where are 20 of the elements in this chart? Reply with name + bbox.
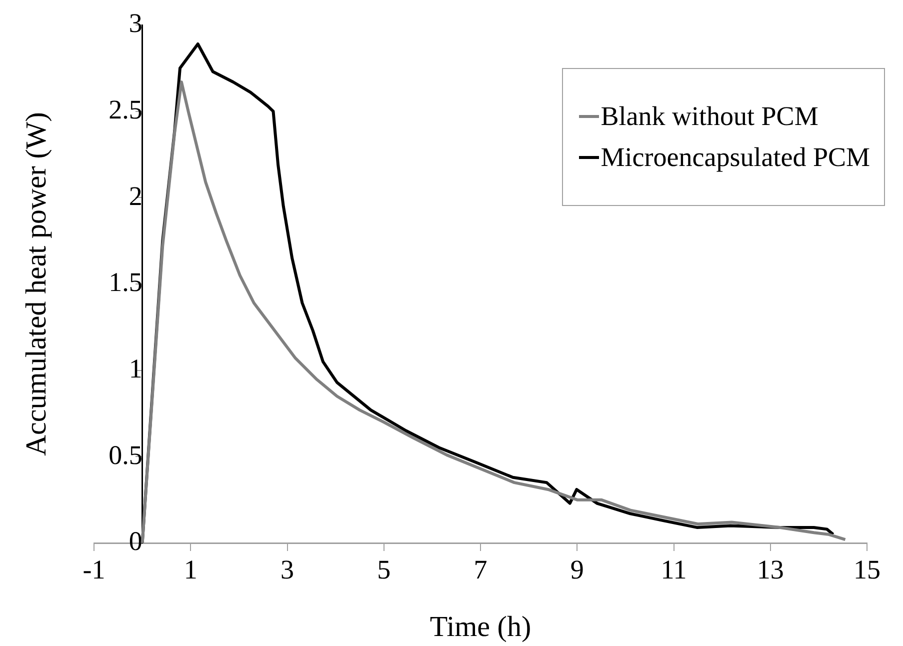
y-tick-label: 1 [128, 353, 142, 384]
legend-label: Microencapsulated PCM [600, 142, 870, 173]
x-tick-label: 9 [570, 554, 584, 584]
x-tick-label: -1 [82, 554, 106, 584]
x-tick-label: 15 [854, 554, 880, 584]
y-tick-label: 0.5 [108, 440, 142, 470]
x-tick-label: 5 [377, 554, 391, 584]
y-tick-label: 2 [128, 180, 142, 211]
x-tick-label: 11 [660, 554, 687, 584]
x-tick-label: 13 [756, 554, 784, 584]
y-tick-label: 2.5 [108, 94, 142, 124]
x-tick-label: 1 [184, 554, 198, 584]
legend-label: Blank without PCM [600, 101, 818, 132]
y-tick-label: 1.5 [108, 267, 142, 298]
x-tick-label: 7 [474, 554, 488, 584]
y-tick-label: 0 [128, 526, 142, 556]
x-axis-title: Time (h) [430, 611, 532, 644]
y-tick-label: 3 [128, 8, 142, 38]
y-axis-title: Accumulated heat power (W) [20, 112, 53, 456]
x-tick-label: 3 [280, 554, 294, 584]
